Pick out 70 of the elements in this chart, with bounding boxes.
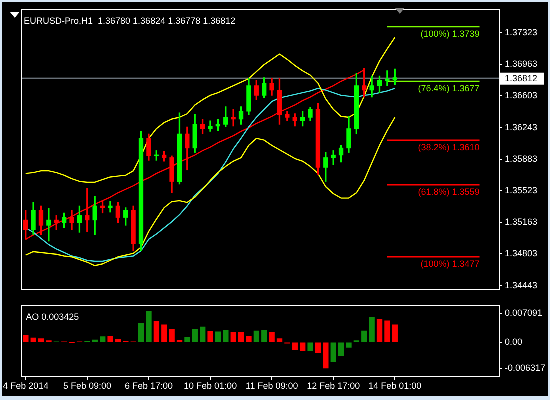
bar [276,338,283,342]
bar [376,319,383,342]
y-tick-label: 1.34803 [505,248,538,259]
bar [215,332,222,342]
bar [384,320,390,342]
bar [30,338,36,342]
bar [230,332,236,342]
x-tick-label: 11 Feb 09:00 [246,380,298,391]
bar [146,311,152,342]
bar [23,335,29,342]
bar [369,317,375,342]
y-tick-label: 1.35523 [505,185,538,196]
bar [338,342,344,356]
candlestick [370,76,374,98]
bar [223,330,229,342]
candlestick [46,208,52,242]
bar [308,342,314,352]
bar [346,342,352,348]
series-label: (100%) 1.3477 [420,259,480,270]
y-tick-label: 0.007091 [505,308,543,318]
bar [38,338,44,342]
y-tick-label: 1.36603 [505,90,538,101]
bar [108,336,114,342]
y-tick-label: 1.35883 [505,154,538,164]
bar [192,329,198,342]
y-tick-label: 1.35163 [505,217,538,228]
bar [315,342,322,354]
bar [100,336,106,342]
bar [254,330,260,342]
bar [184,337,190,342]
bar [162,324,168,342]
x-tick-label: 6 Feb 17:00 [124,380,174,391]
text: AO 0.003425 [26,312,80,322]
bar [262,330,268,342]
bar [323,342,329,369]
bar [392,324,398,342]
x-tick-label: 10 Feb 01:00 [184,380,238,391]
x-tick-label: 12 Feb 17:00 [307,380,360,391]
y-tick-label: -0.006317 [505,362,546,373]
bar [92,340,98,342]
x-tick-label: 4 Feb 2014 [3,380,49,391]
bar [292,342,298,350]
bar [200,326,206,342]
bar [169,329,175,342]
series-label: (76.4%) 1.3677 [418,84,480,94]
y-tick-label: 1.36963 [505,59,538,70]
y-tick-label: 0.00 [505,337,523,348]
bar [362,330,368,342]
y-tick-label: 1.37323 [505,27,538,38]
y-tick-label: 1.36243 [505,122,538,132]
bar [208,331,214,342]
y-tick-label: 1.34443 [505,280,538,290]
bar [154,322,160,342]
bar [115,339,122,342]
candlestick [231,109,236,127]
bar [138,323,144,342]
series-label: (100%) 1.3739 [420,29,480,40]
x-tick-label: 5 Feb 09:00 [63,380,112,391]
text: EURUSD-Pro,H1 1.36780 1.36824 1.36778 1.36812 [24,16,236,26]
bar [246,336,252,342]
bar [238,332,244,342]
bar [300,342,306,352]
candlestick [385,70,390,86]
ref-line-label: 1.36812 [505,73,538,84]
bar [269,332,275,342]
series-label: (61.8%) 1.3559 [418,187,480,198]
candlestick [108,201,113,213]
x-tick-label: 14 Feb 01:00 [368,380,422,391]
bar [330,342,336,362]
series-label: (38.2%) 1.3610 [418,142,480,152]
